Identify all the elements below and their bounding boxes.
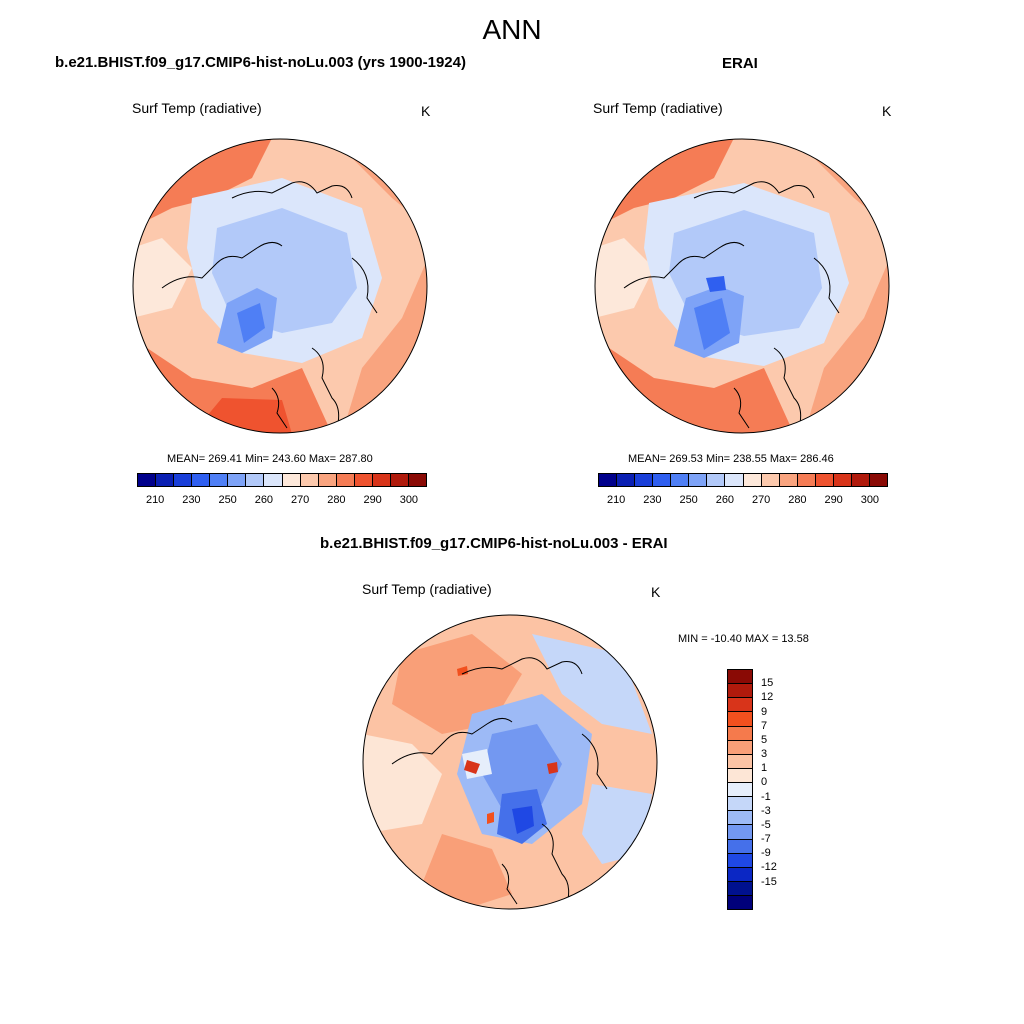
obs-colorbar-cell (599, 474, 618, 486)
obs-colorbar-tick-label: 210 (606, 494, 626, 506)
diff-colorbar-tick-label: 9 (761, 705, 768, 718)
obs-polar-map (594, 138, 890, 434)
diff-variable-label: Surf Temp (radiative) (362, 581, 492, 597)
diff-colorbar-cell (728, 684, 752, 699)
model-panel-title: b.e21.BHIST.f09_g17.CMIP6-hist-noLu.003 … (55, 54, 466, 71)
diff-unit-label: K (651, 584, 661, 600)
model-colorbar-tick-label: 210 (145, 494, 165, 506)
obs-colorbar-tick-label: 300 (860, 494, 880, 506)
model-unit-label: K (421, 103, 431, 119)
obs-colorbar-cell (653, 474, 672, 486)
model-colorbar-cell (174, 474, 193, 486)
obs-colorbar-cell (851, 474, 870, 486)
model-colorbar-cell (156, 474, 175, 486)
diff-colorbar-tick-label: -15 (761, 875, 777, 888)
model-colorbar-tick-label: 230 (182, 494, 201, 506)
model-colorbar-cell (354, 474, 373, 486)
diff-colorbar-cell (728, 783, 752, 798)
diff-colorbar-cell (728, 839, 752, 854)
diff-polar-map (362, 614, 658, 910)
diff-colorbar-cell (728, 896, 752, 910)
obs-variable-label: Surf Temp (radiative) (593, 100, 723, 116)
obs-colorbar-cell (833, 474, 852, 486)
diff-colorbar-tick-label: -12 (761, 861, 777, 874)
obs-colorbar-tick-label: 290 (824, 494, 843, 506)
diff-colorbar-cell (728, 853, 752, 868)
model-colorbar-cell (192, 474, 211, 486)
diff-colorbar-cell (728, 797, 752, 812)
model-colorbar (137, 473, 427, 487)
obs-panel-title: ERAI (722, 55, 758, 72)
diff-colorbar-cell (728, 881, 752, 896)
model-variable-label: Surf Temp (radiative) (132, 100, 262, 116)
diff-colorbar-cell (728, 768, 752, 783)
obs-colorbar-tick-label: 250 (679, 494, 698, 506)
model-stats-label: MEAN= 269.41 Min= 243.60 Max= 287.80 (167, 453, 373, 465)
model-colorbar-tick-label: 270 (290, 494, 310, 506)
diff-colorbar-cell (728, 726, 752, 741)
diff-colorbar-cell (728, 712, 752, 727)
obs-colorbar-tick-label: 260 (715, 494, 735, 506)
model-colorbar-tick-label: 290 (363, 494, 382, 506)
model-colorbar-tick-label: 280 (327, 494, 346, 506)
model-colorbar-cell (408, 474, 426, 486)
model-colorbar-cell (390, 474, 409, 486)
model-colorbar-cell (138, 474, 157, 486)
obs-colorbar-cell (743, 474, 762, 486)
obs-colorbar-cell (671, 474, 690, 486)
obs-colorbar-cell (635, 474, 654, 486)
obs-colorbar-cell (869, 474, 887, 486)
diff-colorbar-tick-label: 15 (761, 677, 774, 690)
diff-colorbar-tick-label: -3 (761, 804, 771, 817)
model-colorbar-cell (228, 474, 247, 486)
diff-colorbar-tick-label: -5 (761, 818, 771, 831)
model-colorbar-cell (372, 474, 391, 486)
model-polar-map (132, 138, 428, 434)
diff-colorbar-tick-label: -1 (761, 790, 771, 803)
model-colorbar-cell (264, 474, 283, 486)
figure-title: ANN (482, 14, 542, 45)
diff-colorbar-cell (728, 811, 752, 826)
obs-colorbar-tick-label: 280 (788, 494, 807, 506)
diff-colorbar-tick-label: 12 (761, 691, 774, 704)
obs-colorbar-cell (707, 474, 726, 486)
diff-colorbar-cell (728, 825, 752, 840)
obs-colorbar-cell (725, 474, 744, 486)
obs-stats-label: MEAN= 269.53 Min= 238.55 Max= 286.46 (628, 453, 834, 465)
diff-stats-label: MIN = -10.40 MAX = 13.58 (678, 633, 809, 645)
obs-colorbar-tick-label: 270 (751, 494, 771, 506)
model-colorbar-tick-label: 250 (218, 494, 237, 506)
model-colorbar-tick-label: 260 (254, 494, 274, 506)
model-colorbar-cell (318, 474, 337, 486)
obs-unit-label: K (882, 103, 892, 119)
diff-colorbar-tick-label: 3 (761, 748, 768, 761)
diff-colorbar-cell (728, 698, 752, 713)
obs-colorbar-cell (761, 474, 780, 486)
diff-panel-title: b.e21.BHIST.f09_g17.CMIP6-hist-noLu.003 … (320, 535, 668, 552)
model-colorbar-cell (300, 474, 319, 486)
model-colorbar-tick-label: 300 (399, 494, 419, 506)
diff-colorbar-tick-label: 0 (761, 776, 768, 789)
obs-colorbar-cell (617, 474, 636, 486)
diff-colorbar-cell (728, 867, 752, 882)
diff-colorbar-tick-label: -7 (761, 833, 771, 846)
obs-colorbar-cell (797, 474, 816, 486)
diff-colorbar-cell (728, 740, 752, 755)
model-colorbar-cell (336, 474, 355, 486)
diff-colorbar-tick-label: 5 (761, 733, 768, 746)
diff-colorbar-cell (728, 670, 752, 685)
model-colorbar-cell (210, 474, 229, 486)
diff-colorbar-cell (728, 754, 752, 769)
diff-colorbar-tick-label: -9 (761, 847, 771, 860)
obs-colorbar-cell (689, 474, 708, 486)
diff-colorbar-tick-label: 1 (761, 762, 768, 775)
diff-colorbar (727, 669, 753, 910)
model-colorbar-cell (282, 474, 301, 486)
obs-colorbar-tick-label: 230 (643, 494, 662, 506)
diff-colorbar-tick-label: 7 (761, 719, 768, 732)
obs-colorbar (598, 473, 888, 487)
model-colorbar-cell (246, 474, 265, 486)
obs-colorbar-cell (779, 474, 798, 486)
obs-colorbar-cell (815, 474, 834, 486)
